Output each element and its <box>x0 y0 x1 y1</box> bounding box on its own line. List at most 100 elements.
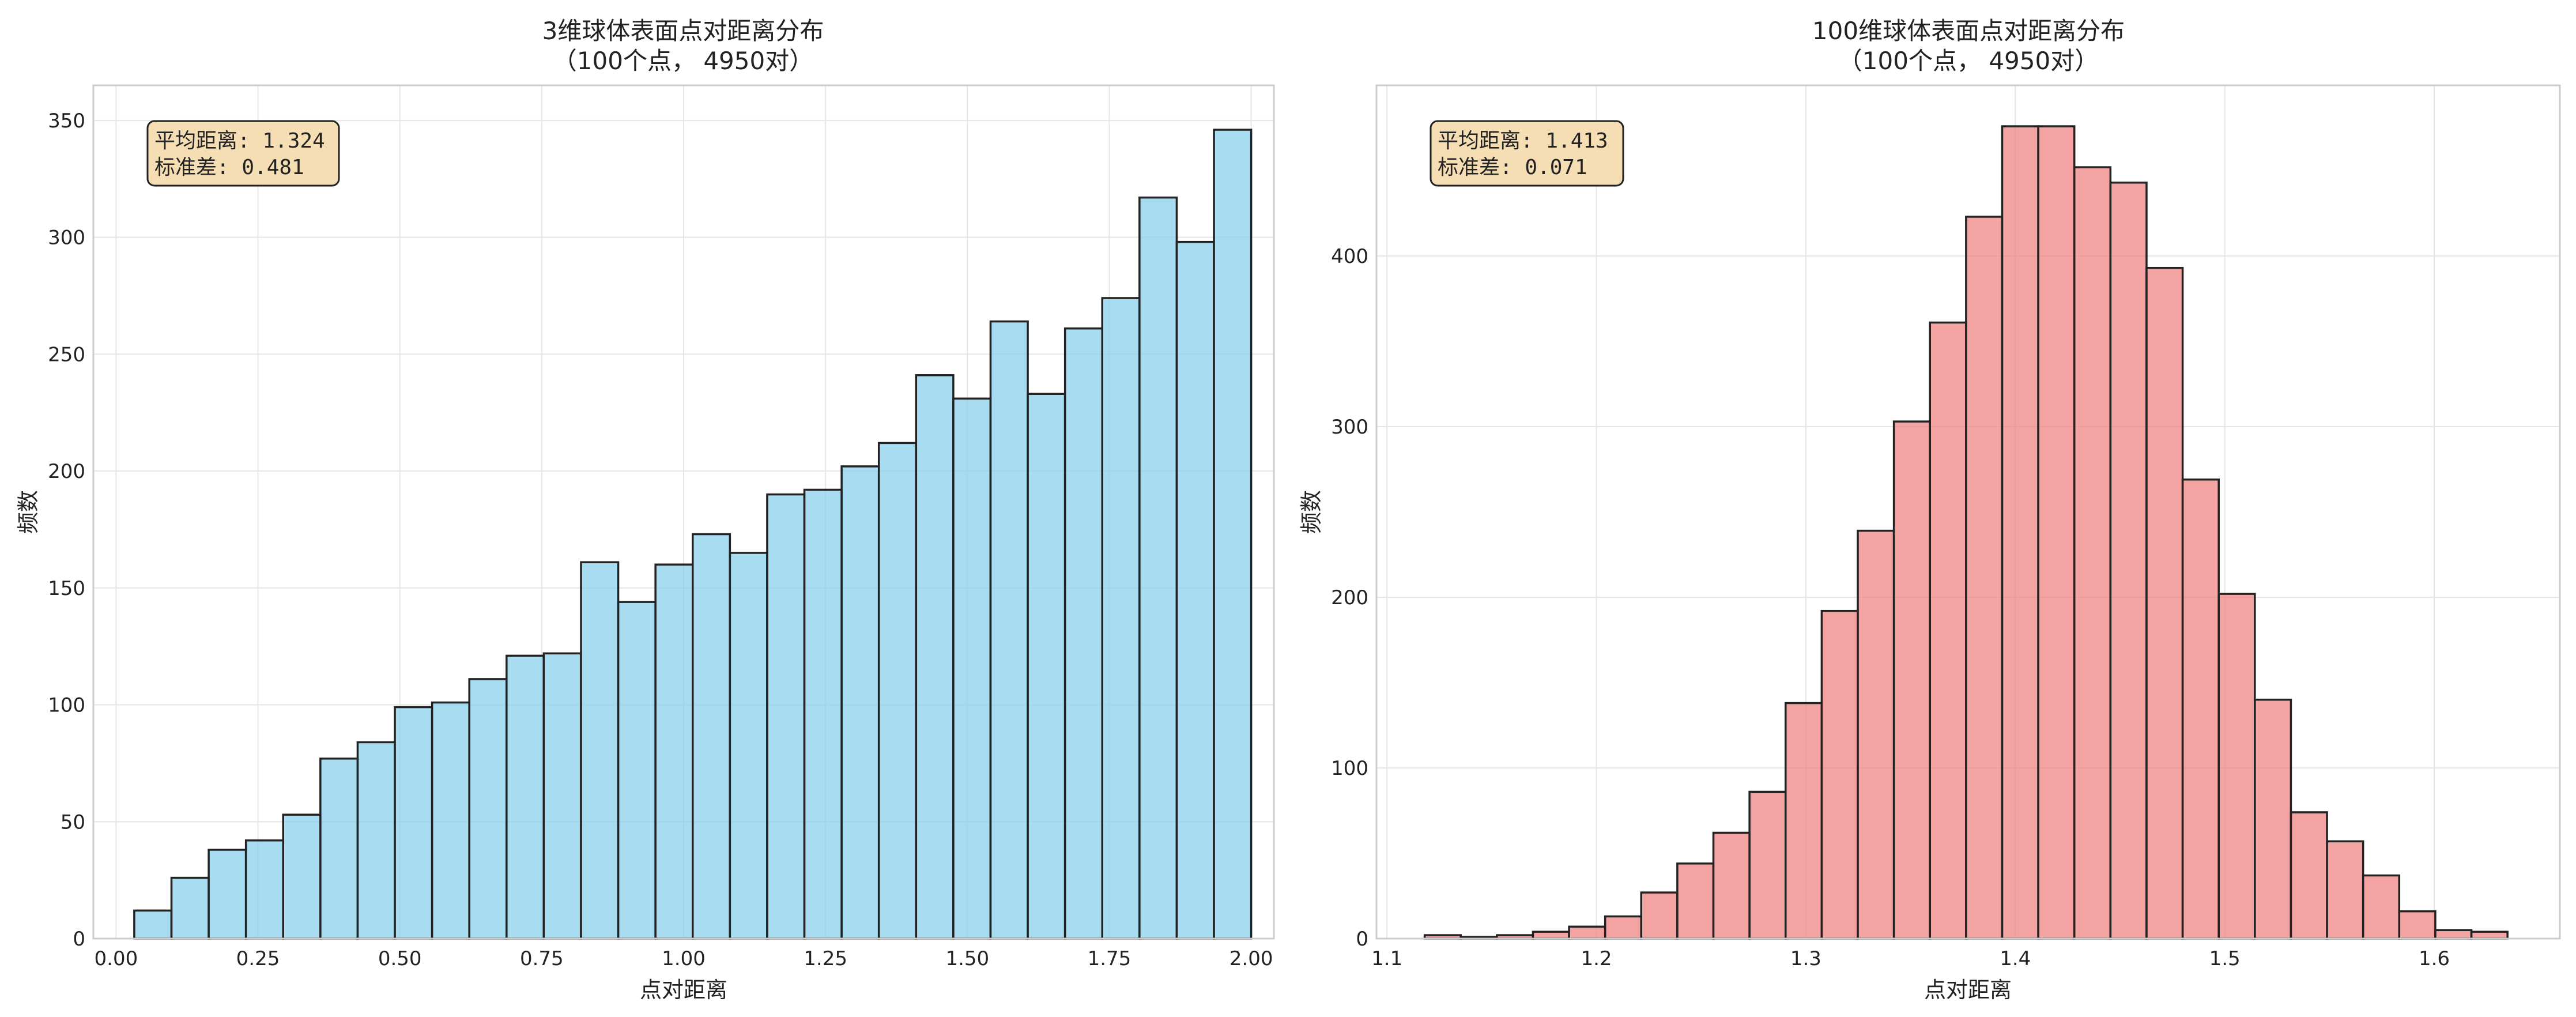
histogram-bar <box>282 813 322 940</box>
histogram-bar <box>1101 297 1141 940</box>
histogram-bar <box>2470 931 2509 940</box>
histogram-bar <box>2326 840 2364 940</box>
stats-std: 标准差: 0.481 <box>154 156 304 179</box>
histogram-bar <box>1857 529 1895 940</box>
histogram-bar <box>766 493 806 940</box>
histogram-bar <box>952 397 992 940</box>
histogram-bar <box>356 741 396 940</box>
y-tick-label: 50 <box>61 811 85 834</box>
plot-frame <box>92 84 1275 940</box>
histogram-bar <box>1892 420 1931 940</box>
histogram-bars <box>133 129 1253 940</box>
y-tick-label: 0 <box>73 928 85 951</box>
y-tick-label: 150 <box>48 577 85 600</box>
x-tick-label: 1.50 <box>945 947 989 970</box>
chart-subtitle: （100个点， 4950对） <box>553 47 813 75</box>
x-axis-label: 点对距离 <box>1924 977 2012 1003</box>
histogram-bar <box>1712 831 1751 940</box>
histogram-bar <box>394 706 433 940</box>
y-tick-label: 0 <box>1356 928 1368 951</box>
histogram-bar <box>319 758 359 940</box>
x-tick-label: 0.00 <box>95 947 138 970</box>
x-tick-labels: 0.00 0.25 0.50 0.75 1.00 1.25 1.50 1.75 2.00 <box>95 947 1273 970</box>
histogram-bar <box>1820 609 1859 940</box>
histogram-bar <box>1640 891 1679 940</box>
histogram-bar <box>2181 479 2220 940</box>
x-tick-label: 1.4 <box>2000 947 2031 970</box>
x-tick-label: 1.6 <box>2419 947 2450 970</box>
histogram-bar <box>840 465 880 940</box>
x-tick-label: 1.75 <box>1088 947 1132 970</box>
x-tick-label: 2.00 <box>1229 947 1273 970</box>
y-tick-label: 350 <box>48 110 85 133</box>
y-tick-label: 100 <box>48 694 85 717</box>
histogram-bar <box>1604 915 1643 940</box>
histogram-bar <box>654 563 694 940</box>
histogram-bar <box>877 442 918 940</box>
chart-title: 100维球体表面点对距离分布 <box>1812 17 2125 45</box>
y-axis-label: 频数 <box>16 490 41 534</box>
histogram-bar <box>2398 910 2437 940</box>
histogram-bar <box>2037 125 2076 940</box>
histogram-bar <box>2290 811 2328 940</box>
histogram-bar <box>468 678 508 940</box>
chart-100d-sphere: 100维球体表面点对距离分布 （100个点， 4950对） 1.1 1.2 1.3 1… <box>1299 17 2561 1003</box>
stats-box-background <box>1430 120 1624 187</box>
histogram-bar <box>2217 593 2256 940</box>
x-tick-label: 0.75 <box>520 947 564 970</box>
histogram-bar <box>506 654 545 940</box>
histogram-bar <box>1138 196 1178 940</box>
y-tick-label: 400 <box>1331 245 1368 268</box>
histogram-bar <box>989 320 1029 940</box>
stats-box: 平均距离: 1.413 标准差: 0.071 <box>1430 120 1624 187</box>
x-tick-label: 1.1 <box>1371 947 1402 970</box>
y-tick-label: 200 <box>48 460 85 483</box>
y-tick-label: 300 <box>1331 416 1368 439</box>
x-tick-label: 1.25 <box>804 947 847 970</box>
histogram-bar <box>2109 181 2148 940</box>
stats-mean: 平均距离: 1.324 <box>154 129 325 153</box>
histogram-bar <box>170 876 210 940</box>
y-tick-labels: 0 100 200 300 400 <box>1331 245 1368 951</box>
histogram-bar <box>431 701 470 940</box>
histogram-bar <box>803 488 843 940</box>
histogram-bar <box>1568 925 1606 940</box>
stats-box: 平均距离: 1.324 标准差: 0.481 <box>146 120 340 187</box>
histogram-bar <box>2254 698 2292 940</box>
y-tick-label: 200 <box>1331 586 1368 609</box>
histogram-bar <box>1175 240 1215 940</box>
histogram-bar <box>1213 129 1253 940</box>
x-tick-label: 1.00 <box>662 947 706 970</box>
x-axis-label: 点对距离 <box>640 977 727 1003</box>
histogram-bar <box>729 552 768 940</box>
histogram-bar <box>2073 166 2112 940</box>
x-tick-label: 1.2 <box>1581 947 1612 970</box>
chart-subtitle: （100个点， 4950对） <box>1838 47 2099 75</box>
histogram-bar <box>580 561 620 940</box>
histogram-bar <box>1027 393 1066 940</box>
histogram-bar <box>1965 216 2004 940</box>
x-tick-labels: 1.1 1.2 1.3 1.4 1.5 1.6 <box>1371 947 2450 970</box>
x-tick-label: 1.5 <box>2209 947 2241 970</box>
plot-frame <box>1375 84 2561 940</box>
histogram-bar <box>1676 862 1715 940</box>
stats-mean: 平均距离: 1.413 <box>1438 129 1608 153</box>
x-tick-label: 1.3 <box>1790 947 1821 970</box>
y-axis-label: 频数 <box>1299 490 1324 534</box>
histogram-bar <box>1785 702 1823 940</box>
y-tick-label: 100 <box>1331 757 1368 780</box>
chart-title: 3维球体表面点对距离分布 <box>542 17 824 45</box>
x-tick-label: 0.50 <box>378 947 422 970</box>
histogram-bar <box>1748 790 1787 940</box>
y-tick-labels: 0 50 100 150 200 250 300 350 <box>48 110 85 951</box>
y-tick-label: 250 <box>48 343 85 366</box>
histogram-bar <box>133 909 173 940</box>
stats-box-background <box>146 120 340 187</box>
chart-3d-sphere: 3维球体表面点对距离分布 （100个点， 4950对） 0.00 0.25 0.50… <box>16 17 1275 1003</box>
x-tick-label: 0.25 <box>236 947 280 970</box>
histogram-bar <box>208 849 247 940</box>
histogram-bar <box>915 374 955 940</box>
histogram-bar <box>244 839 285 940</box>
histogram-bar <box>2434 929 2473 940</box>
